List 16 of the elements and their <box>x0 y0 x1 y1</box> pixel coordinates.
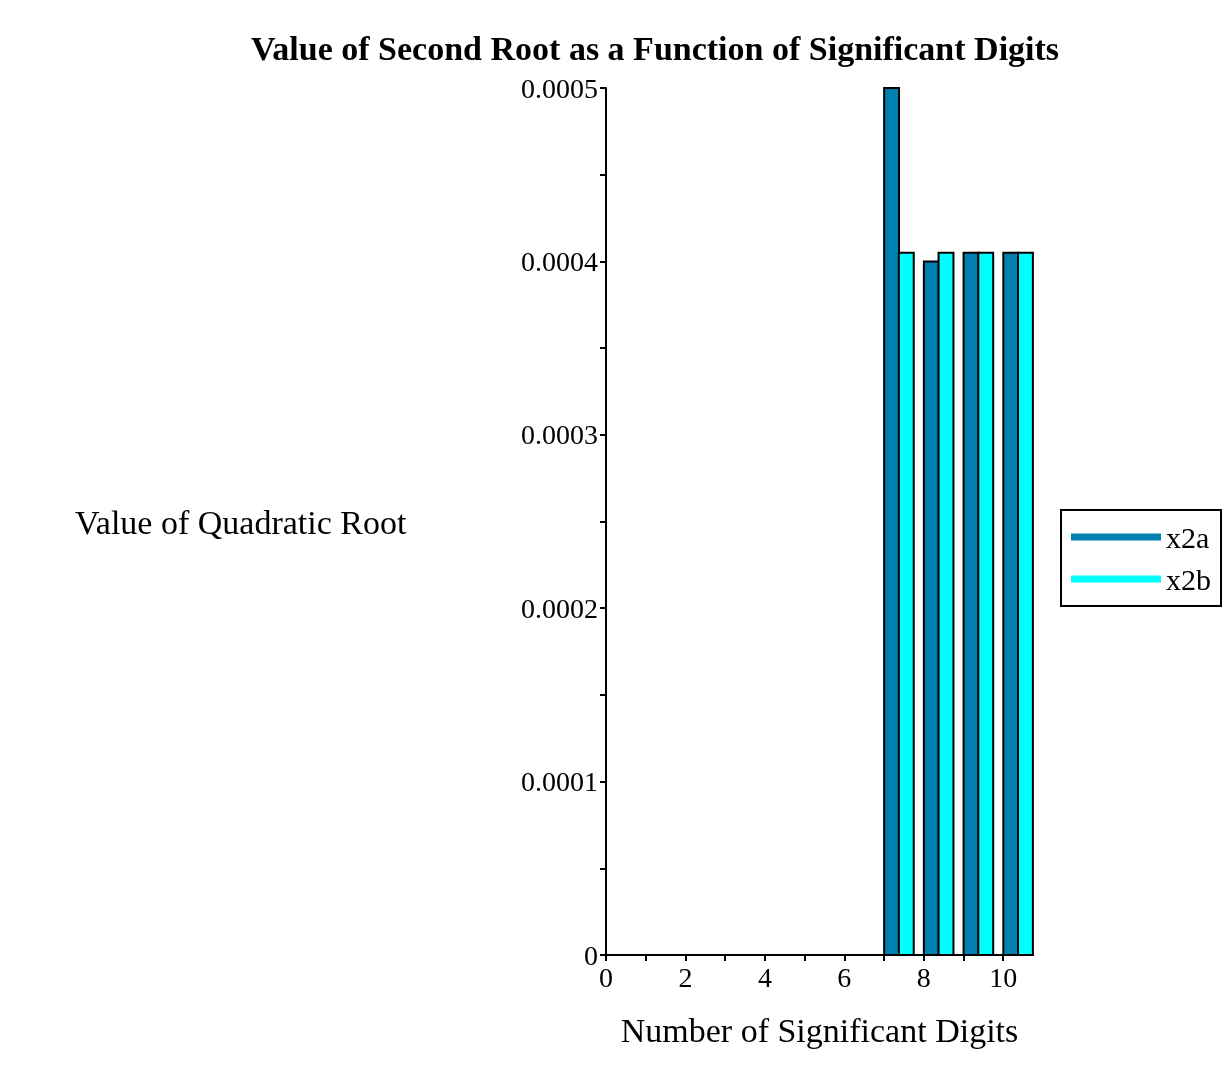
y-tick-label: 0.0004 <box>521 245 598 277</box>
y-tick-label: 0.0001 <box>521 766 598 798</box>
x-tick-label: 4 <box>757 961 772 993</box>
x-tick-label: 10 <box>989 961 1018 993</box>
legend-label: x2a <box>1166 520 1210 554</box>
y-tick-label: 0.0005 <box>521 72 598 104</box>
x-axis-title: Number of Significant Digits <box>620 1011 1019 1049</box>
chart-title: Value of Second Root as a Function of Significant Digits <box>250 29 1060 67</box>
y-tick-label: 0 <box>584 939 598 971</box>
x-tick-label: 8 <box>916 961 931 993</box>
x-tick-label: 6 <box>837 961 852 993</box>
y-axis-title: Value of Quadratic Root <box>75 503 407 541</box>
legend-label: x2b <box>1166 562 1211 596</box>
y-tick-label: 0.0002 <box>521 592 598 624</box>
x-tick-label: 2 <box>678 961 693 993</box>
y-tick-label: 0.0003 <box>521 419 598 451</box>
